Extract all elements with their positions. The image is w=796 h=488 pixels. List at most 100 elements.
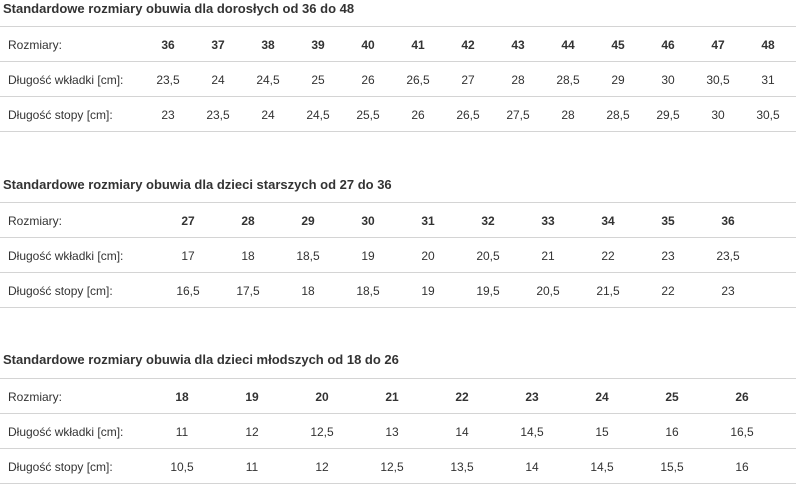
table-rule bbox=[0, 307, 796, 308]
table-cell: 24 bbox=[211, 72, 225, 87]
size-header: 48 bbox=[761, 37, 775, 52]
table-rule bbox=[0, 237, 796, 238]
table-cell: 18 bbox=[301, 283, 315, 298]
size-header: 34 bbox=[601, 213, 615, 228]
table-cell: 15 bbox=[595, 424, 609, 439]
table-cell: 19 bbox=[421, 283, 435, 298]
table-rule bbox=[0, 96, 796, 97]
table-cell: 28,5 bbox=[556, 72, 580, 87]
size-header: 22 bbox=[455, 389, 469, 404]
table-cell: 28 bbox=[561, 107, 575, 122]
table-rule bbox=[0, 202, 796, 203]
table-rule bbox=[0, 448, 796, 449]
table-rule bbox=[0, 26, 796, 27]
size-header: 42 bbox=[461, 37, 475, 52]
table-cell: 15,5 bbox=[660, 459, 684, 474]
section-title: Standardowe rozmiary obuwia dla dorosłyc… bbox=[3, 1, 355, 16]
table-cell: 22 bbox=[601, 248, 615, 263]
table-cell: 18,5 bbox=[356, 283, 380, 298]
size-header: 33 bbox=[541, 213, 555, 228]
size-header: 31 bbox=[421, 213, 435, 228]
row-label: Długość stopy [cm]: bbox=[8, 459, 113, 474]
row-label: Długość stopy [cm]: bbox=[8, 107, 113, 122]
table-cell: 23,5 bbox=[156, 72, 180, 87]
table-cell: 26,5 bbox=[406, 72, 430, 87]
row-label: Długość wkładki [cm]: bbox=[8, 424, 124, 439]
table-rule bbox=[0, 378, 796, 379]
table-cell: 20,5 bbox=[476, 248, 500, 263]
table-cell: 20 bbox=[421, 248, 435, 263]
table-cell: 16,5 bbox=[176, 283, 200, 298]
table-rule bbox=[0, 272, 796, 273]
table-cell: 21 bbox=[541, 248, 555, 263]
table-cell: 17,5 bbox=[236, 283, 260, 298]
size-header: 23 bbox=[525, 389, 539, 404]
table-cell: 22 bbox=[661, 283, 675, 298]
size-header: 40 bbox=[361, 37, 375, 52]
size-header: 47 bbox=[711, 37, 725, 52]
table-cell: 28,5 bbox=[606, 107, 630, 122]
table-cell: 14,5 bbox=[590, 459, 614, 474]
table-cell: 12 bbox=[245, 424, 259, 439]
row-label: Długość wkładki [cm]: bbox=[8, 72, 124, 87]
size-header: 21 bbox=[385, 389, 399, 404]
table-cell: 24,5 bbox=[306, 107, 330, 122]
row-label: Długość stopy [cm]: bbox=[8, 283, 113, 298]
table-cell: 19 bbox=[361, 248, 375, 263]
table-cell: 14 bbox=[525, 459, 539, 474]
size-header: 41 bbox=[411, 37, 425, 52]
row-label: Długość wkładki [cm]: bbox=[8, 248, 124, 263]
table-rule bbox=[0, 413, 796, 414]
table-cell: 25 bbox=[311, 72, 325, 87]
size-header: 36 bbox=[721, 213, 735, 228]
table-cell: 21,5 bbox=[596, 283, 620, 298]
table-cell: 12,5 bbox=[380, 459, 404, 474]
table-cell: 28 bbox=[511, 72, 525, 87]
table-cell: 19,5 bbox=[476, 283, 500, 298]
table-cell: 23 bbox=[661, 248, 675, 263]
table-cell: 24,5 bbox=[256, 72, 280, 87]
table-cell: 16,5 bbox=[730, 424, 754, 439]
size-header: 24 bbox=[595, 389, 609, 404]
size-header: 19 bbox=[245, 389, 259, 404]
size-header: 38 bbox=[261, 37, 275, 52]
table-cell: 23 bbox=[721, 283, 735, 298]
table-cell: 30,5 bbox=[706, 72, 730, 87]
size-header: 32 bbox=[481, 213, 495, 228]
table-cell: 17 bbox=[181, 248, 195, 263]
section-title: Standardowe rozmiary obuwia dla dzieci m… bbox=[3, 352, 399, 367]
table-cell: 23,5 bbox=[716, 248, 740, 263]
table-cell: 30 bbox=[711, 107, 725, 122]
size-header: 43 bbox=[511, 37, 525, 52]
size-header: 39 bbox=[311, 37, 325, 52]
size-header: 45 bbox=[611, 37, 625, 52]
table-cell: 29 bbox=[611, 72, 625, 87]
table-cell: 27 bbox=[461, 72, 475, 87]
table-cell: 30,5 bbox=[756, 107, 780, 122]
size-header: 28 bbox=[241, 213, 255, 228]
table-cell: 13,5 bbox=[450, 459, 474, 474]
table-cell: 24 bbox=[261, 107, 275, 122]
table-cell: 30 bbox=[661, 72, 675, 87]
size-header: 20 bbox=[315, 389, 329, 404]
table-cell: 18 bbox=[241, 248, 255, 263]
size-header: 37 bbox=[211, 37, 225, 52]
table-cell: 23,5 bbox=[206, 107, 230, 122]
table-cell: 14 bbox=[455, 424, 469, 439]
table-cell: 25,5 bbox=[356, 107, 380, 122]
table-cell: 26,5 bbox=[456, 107, 480, 122]
table-cell: 11 bbox=[245, 459, 259, 474]
row-label: Rozmiary: bbox=[8, 213, 63, 228]
size-header: 35 bbox=[661, 213, 675, 228]
table-cell: 12 bbox=[315, 459, 329, 474]
table-cell: 16 bbox=[735, 459, 749, 474]
size-header: 46 bbox=[661, 37, 675, 52]
table-cell: 12,5 bbox=[310, 424, 334, 439]
table-cell: 11 bbox=[175, 424, 189, 439]
size-header: 27 bbox=[181, 213, 195, 228]
table-cell: 16 bbox=[665, 424, 679, 439]
table-cell: 27,5 bbox=[506, 107, 530, 122]
size-header: 18 bbox=[175, 389, 189, 404]
table-cell: 31 bbox=[761, 72, 775, 87]
